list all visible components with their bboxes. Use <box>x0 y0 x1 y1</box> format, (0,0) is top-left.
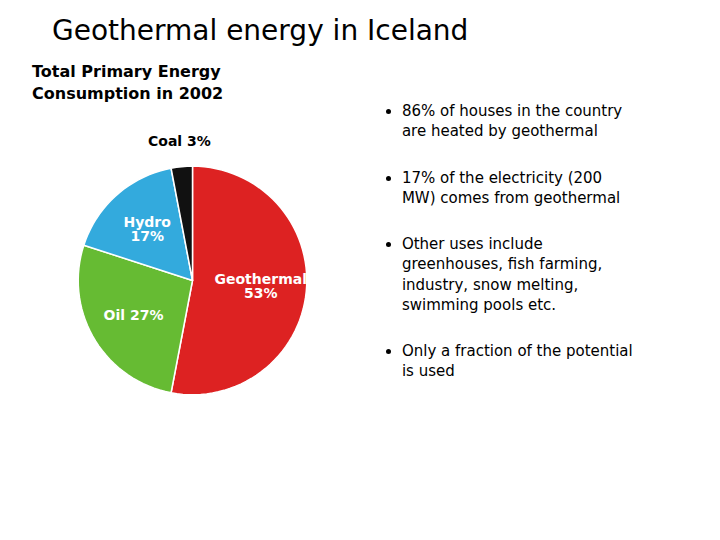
html-text:Total Primary Energy Consumpti: Total Primary Energy Consumption in 2002 <box>32 62 224 103</box>
html-text:17% of the electricity (200 MW: 17% of the electricity (200 MW) comes fr… <box>401 168 621 207</box>
svg-text:Oil 27%: Oil 27% <box>104 307 164 323</box>
svg-text:Hydro17%: Hydro17% <box>123 214 171 244</box>
html-text:86% of houses in the country a: 86% of houses in the country are heated … <box>401 102 623 141</box>
svg-text:Coal 3%: Coal 3% <box>148 133 211 149</box>
html-text:Other uses include greenhouses: Other uses include greenhouses, fish far… <box>401 235 603 314</box>
html-text:Geothermal energy in Iceland: Geothermal energy in Iceland <box>52 14 469 47</box>
html-text:Only a fraction of the potenti: Only a fraction of the potential is used <box>401 342 633 381</box>
svg-text:Geothermal53%: Geothermal53% <box>215 272 307 302</box>
